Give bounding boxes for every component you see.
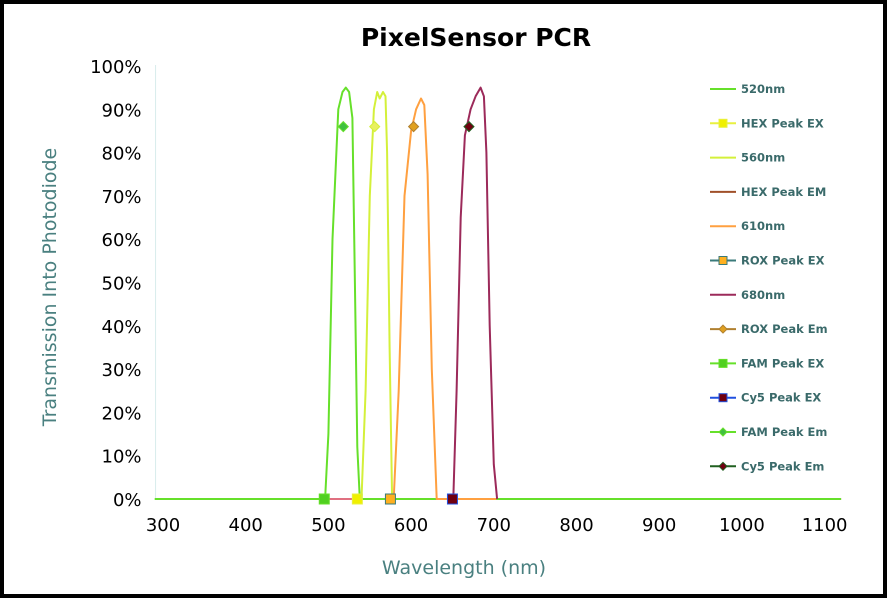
data-point-cy5-peak-em bbox=[463, 120, 475, 133]
x-tick-label: 1100 bbox=[802, 515, 848, 536]
legend-item: 520nm bbox=[710, 82, 785, 96]
legend-item: FAM Peak EX bbox=[710, 356, 824, 370]
legend-item: HEX Peak EM bbox=[710, 185, 826, 199]
x-tick-label: 900 bbox=[642, 515, 676, 536]
series-line-680nm bbox=[452, 86, 499, 500]
legend-marker bbox=[718, 324, 728, 334]
legend-item: FAM Peak Em bbox=[710, 425, 827, 439]
y-tick-label: 0% bbox=[113, 490, 142, 511]
legend-label: Cy5 Peak Em bbox=[741, 459, 824, 473]
y-tick-label: 20% bbox=[102, 403, 142, 424]
y-tick-label: 10% bbox=[102, 447, 142, 468]
x-tick-label: 1000 bbox=[719, 515, 765, 536]
y-tick-label: 40% bbox=[102, 317, 142, 338]
y-axis-label: Transmission Into Photodiode bbox=[39, 148, 61, 427]
legend-marker bbox=[718, 118, 728, 128]
chart-area: PixelSensor PCR Wavelength (nm) Transmis… bbox=[4, 4, 883, 594]
legend-label: FAM Peak EX bbox=[741, 356, 824, 370]
y-tick-label: 30% bbox=[102, 360, 142, 381]
chart-title: PixelSensor PCR bbox=[361, 23, 591, 52]
line-chart: PixelSensor PCR Wavelength (nm) Transmis… bbox=[39, 23, 848, 579]
data-point-fam-peak-ex bbox=[318, 493, 330, 505]
y-tick-label: 50% bbox=[102, 274, 142, 295]
legend-label: Cy5 Peak EX bbox=[741, 391, 821, 405]
data-point-hex-peak-em-marker bbox=[369, 120, 381, 133]
legend-item: HEX Peak EX bbox=[710, 116, 824, 130]
legend-label: HEX Peak EX bbox=[741, 116, 824, 130]
legend-label: 680nm bbox=[741, 288, 785, 302]
x-tick-label: 400 bbox=[229, 515, 263, 536]
legend-item: Cy5 Peak Em bbox=[710, 459, 824, 473]
y-tick-label: 100% bbox=[90, 57, 141, 78]
x-tick-label: 700 bbox=[477, 515, 511, 536]
y-tick-label: 80% bbox=[102, 144, 142, 165]
legend-marker bbox=[718, 427, 728, 437]
legend-item: 560nm bbox=[710, 151, 785, 165]
data-point-rox-peak-ex bbox=[384, 493, 396, 505]
legend-label: 610nm bbox=[741, 219, 785, 233]
y-tick-label: 90% bbox=[102, 100, 142, 121]
data-point-fam-peak-em bbox=[337, 120, 349, 133]
x-tick-label: 800 bbox=[559, 515, 593, 536]
legend-label: HEX Peak EM bbox=[741, 185, 826, 199]
series-line-520nm bbox=[154, 86, 842, 500]
legend-item: ROX Peak EX bbox=[710, 254, 825, 268]
legend-item: 610nm bbox=[710, 219, 785, 233]
legend-item: ROX Peak Em bbox=[710, 322, 828, 336]
legend-label: 560nm bbox=[741, 151, 785, 165]
x-tick-label: 300 bbox=[146, 515, 180, 536]
legend-item: Cy5 Peak EX bbox=[710, 391, 821, 405]
y-tick-label: 70% bbox=[102, 187, 142, 208]
y-tick-label: 60% bbox=[102, 230, 142, 251]
legend-label: FAM Peak Em bbox=[741, 425, 827, 439]
legend-marker bbox=[718, 358, 728, 368]
legend-label: ROX Peak EX bbox=[741, 254, 825, 268]
legend-marker bbox=[718, 256, 728, 265]
legend-item: 680nm bbox=[710, 288, 785, 302]
x-tick-label: 600 bbox=[394, 515, 428, 536]
legend-label: 520nm bbox=[741, 82, 785, 96]
data-point-cy5-peak-ex bbox=[446, 493, 458, 505]
x-axis-label: Wavelength (nm) bbox=[382, 557, 546, 579]
series-line-560nm bbox=[360, 91, 394, 500]
x-tick-label: 500 bbox=[311, 515, 345, 536]
legend-label: ROX Peak Em bbox=[741, 322, 828, 336]
legend-marker bbox=[718, 461, 728, 472]
legend-marker bbox=[718, 393, 728, 403]
data-point-rox-peak-em bbox=[407, 120, 420, 133]
series-line-610nm bbox=[392, 97, 497, 500]
